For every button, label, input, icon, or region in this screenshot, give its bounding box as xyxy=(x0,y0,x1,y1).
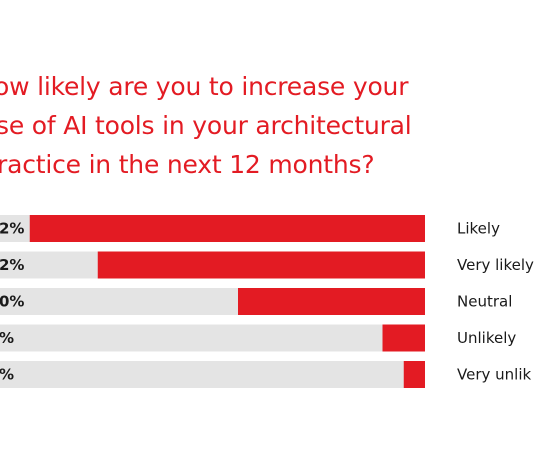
percent-label: 2% xyxy=(0,256,24,274)
bar-row: 2% Very likely xyxy=(0,251,534,279)
percent-label: % xyxy=(0,329,14,347)
bar-row: 2% Likely xyxy=(0,215,500,242)
title-line-3: ractice in the next 12 months? xyxy=(0,150,375,179)
bar-track xyxy=(0,361,425,388)
bar-track xyxy=(0,324,425,352)
title-line-1: ow likely are you to increase your xyxy=(0,72,409,101)
bar xyxy=(238,288,425,315)
bar-row: % Very unlik xyxy=(0,361,531,388)
bar-row: 0% Neutral xyxy=(0,288,512,315)
bar-row: % Unlikely xyxy=(0,324,516,352)
category-label: Very likely xyxy=(457,256,534,274)
percent-label: 2% xyxy=(0,220,24,238)
percent-label: % xyxy=(0,366,14,384)
bar xyxy=(382,324,425,352)
bar xyxy=(403,361,425,388)
bar xyxy=(29,215,425,242)
category-label: Likely xyxy=(457,220,500,238)
title-line-2: se of AI tools in your architectural xyxy=(0,111,412,140)
category-label: Neutral xyxy=(457,293,512,311)
category-label: Unlikely xyxy=(457,329,516,347)
bar xyxy=(97,251,425,279)
percent-label: 0% xyxy=(0,293,24,311)
category-label: Very unlik xyxy=(457,366,531,384)
